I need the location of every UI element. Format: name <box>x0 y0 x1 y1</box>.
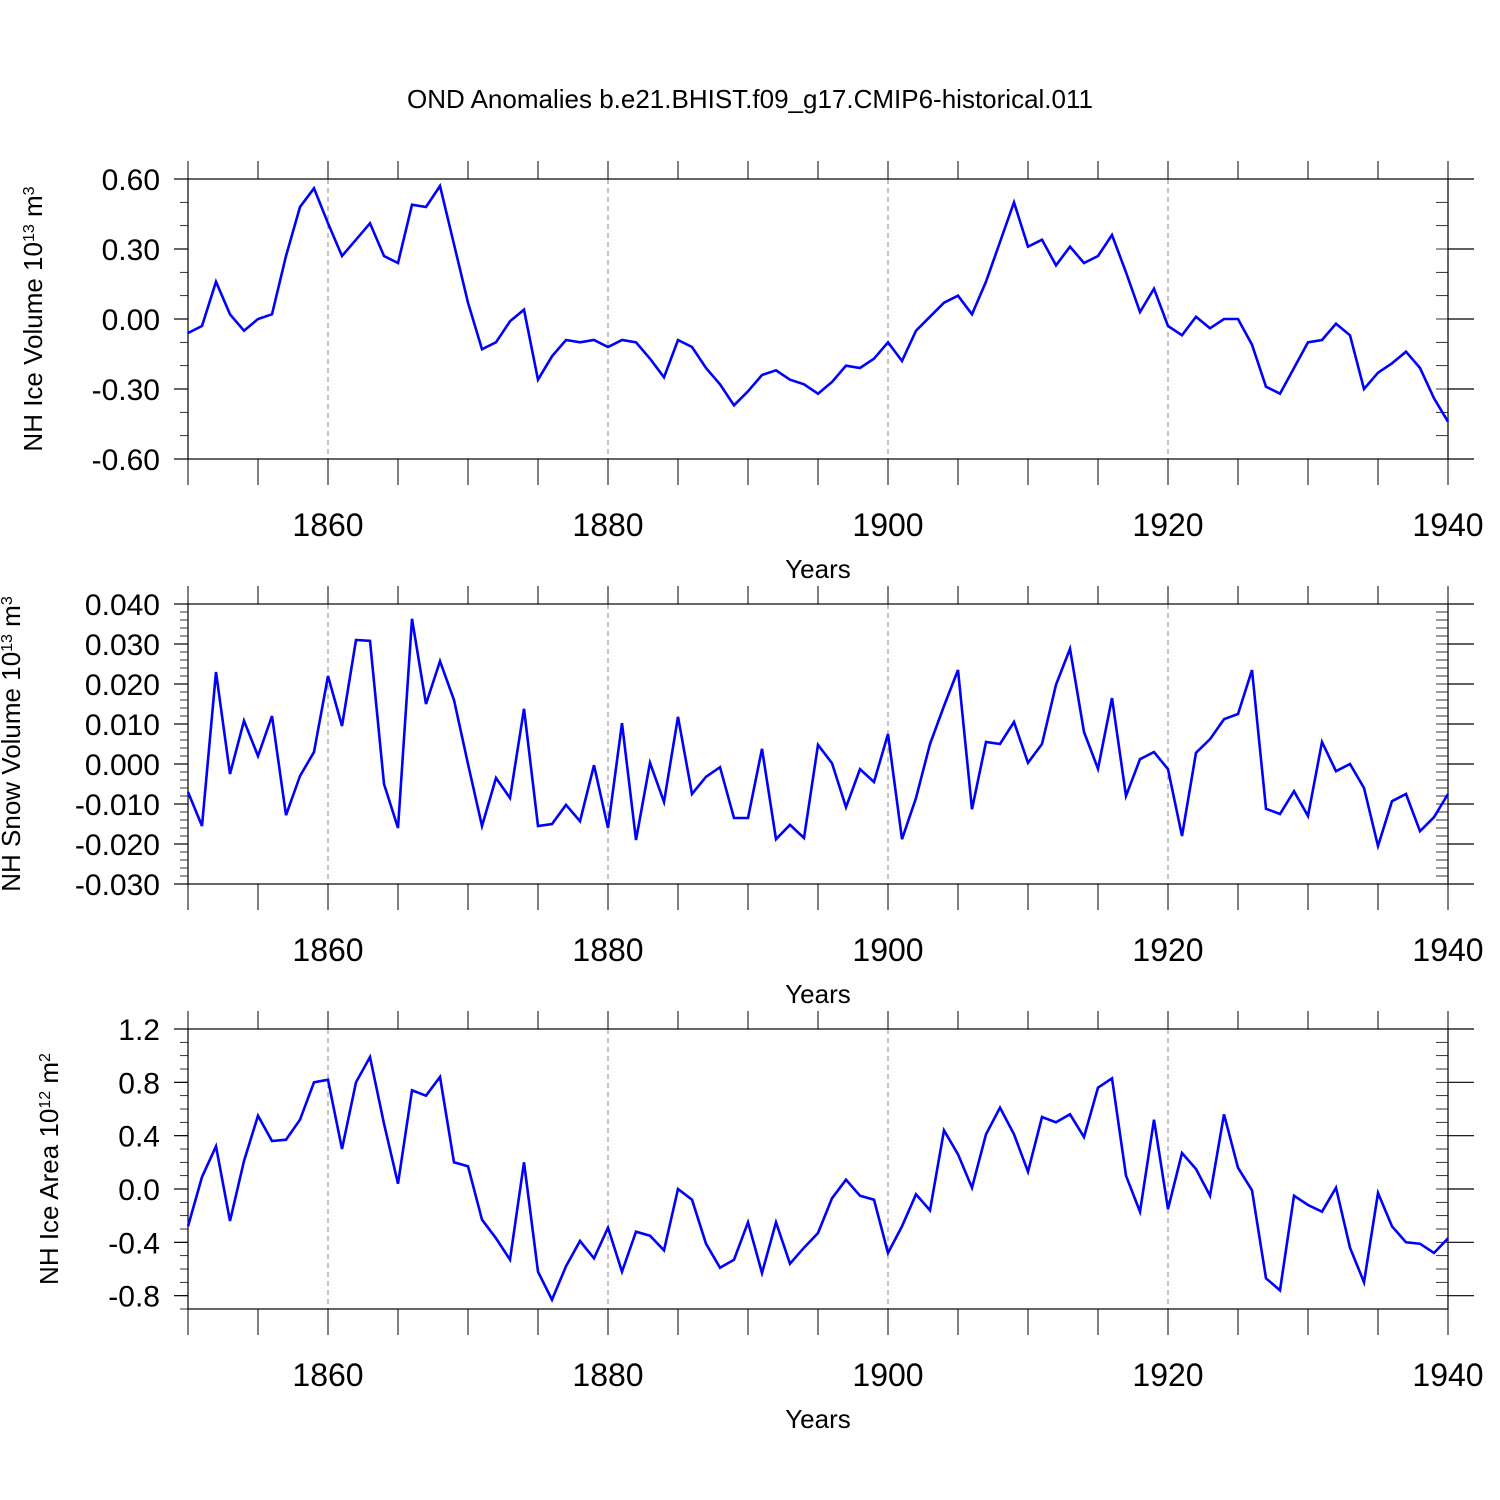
y-tick-label: -0.010 <box>75 789 160 822</box>
figure-title: OND Anomalies b.e21.BHIST.f09_g17.CMIP6-… <box>407 84 1093 114</box>
y-axis-label-text: m <box>0 605 26 634</box>
x-tick-label: 1920 <box>1132 1357 1203 1393</box>
y-tick-label: 0.010 <box>85 709 160 742</box>
y-tick-label: 0.040 <box>85 589 160 622</box>
y-tick-label: 0.8 <box>118 1067 160 1100</box>
x-tick-label: 1920 <box>1132 507 1203 543</box>
x-tick-label: 1940 <box>1412 1357 1483 1393</box>
y-tick-label: 0.60 <box>102 164 160 197</box>
y-axis-label: NH Snow Volume 1013 m3 <box>0 596 26 892</box>
nh-ice-area-panel: -0.8 -0.4 0.0 0.4 0.8 1.2 1860 1880 1900 1920 1940… <box>34 1011 1484 1434</box>
y-tick-label: -0.030 <box>75 869 160 902</box>
y-tick-label: -0.30 <box>92 374 160 407</box>
x-tick-label: 1860 <box>292 507 363 543</box>
x-tick-label: 1920 <box>1132 932 1203 968</box>
x-tick-label: 1880 <box>572 932 643 968</box>
x-tick-label: 1880 <box>572 507 643 543</box>
y-axis-label-superscript: 2 <box>37 1053 54 1062</box>
y-tick-label: 0.0 <box>118 1174 160 1207</box>
y-tick-label: 0.30 <box>102 234 160 267</box>
nh-ice-volume-series-line <box>187 182 1450 423</box>
x-axis-label: Years <box>785 979 851 1009</box>
y-tick-label: -0.020 <box>75 829 160 862</box>
y-tick-label: 0.4 <box>118 1121 160 1154</box>
x-axis-label: Years <box>785 554 851 584</box>
y-tick-label: 0.020 <box>85 669 160 702</box>
y-axis-label-superscript: 12 <box>37 1091 54 1109</box>
y-axis-label-text: m <box>18 195 48 224</box>
y-tick-label: 0.030 <box>85 629 160 662</box>
x-tick-label: 1860 <box>292 1357 363 1393</box>
y-axis-label-superscript: 3 <box>0 596 16 605</box>
y-tick-label: -0.4 <box>108 1227 160 1260</box>
nh-snow-volume-panel: -0.030 -0.020 -0.010 0.000 0.010 0.020 0.030 0.… <box>0 586 1484 1009</box>
y-axis-label-text: NH Ice Area 10 <box>34 1109 64 1285</box>
x-tick-label: 1940 <box>1412 932 1483 968</box>
nh-ice-volume-panel: -0.60 -0.30 0.00 0.30 0.60 1860 1880 1900 1920 19… <box>18 161 1484 584</box>
x-tick-label: 1900 <box>852 932 923 968</box>
y-axis-label-superscript: 13 <box>0 634 16 652</box>
y-axis-label: NH Ice Volume 1013 m3 <box>18 186 48 451</box>
y-tick-label: 1.2 <box>118 1014 160 1047</box>
y-tick-label: -0.8 <box>108 1281 160 1314</box>
y-axis-label-text: NH Snow Volume 10 <box>0 652 26 892</box>
y-tick-label: 0.000 <box>85 749 160 782</box>
y-axis-label-superscript: 13 <box>21 224 38 242</box>
x-tick-label: 1940 <box>1412 507 1483 543</box>
nh-ice-area-series-line <box>186 1053 1449 1303</box>
x-tick-label: 1900 <box>852 507 923 543</box>
y-axis-label-text: NH Ice Volume 10 <box>18 242 48 452</box>
y-axis-label: NH Ice Area 1012 m2 <box>34 1053 64 1285</box>
y-tick-label: -0.60 <box>92 444 160 477</box>
plot-frame <box>187 1028 1449 1310</box>
x-tick-label: 1860 <box>292 932 363 968</box>
x-axis-label: Years <box>785 1404 851 1434</box>
y-axis-label-text: m <box>34 1062 64 1091</box>
y-axis-label-superscript: 3 <box>21 186 38 195</box>
x-tick-label: 1880 <box>572 1357 643 1393</box>
nh-snow-volume-series-line <box>186 618 1450 851</box>
x-tick-label: 1900 <box>852 1357 923 1393</box>
plot-frame <box>187 178 1449 460</box>
y-tick-label: 0.00 <box>102 304 160 337</box>
